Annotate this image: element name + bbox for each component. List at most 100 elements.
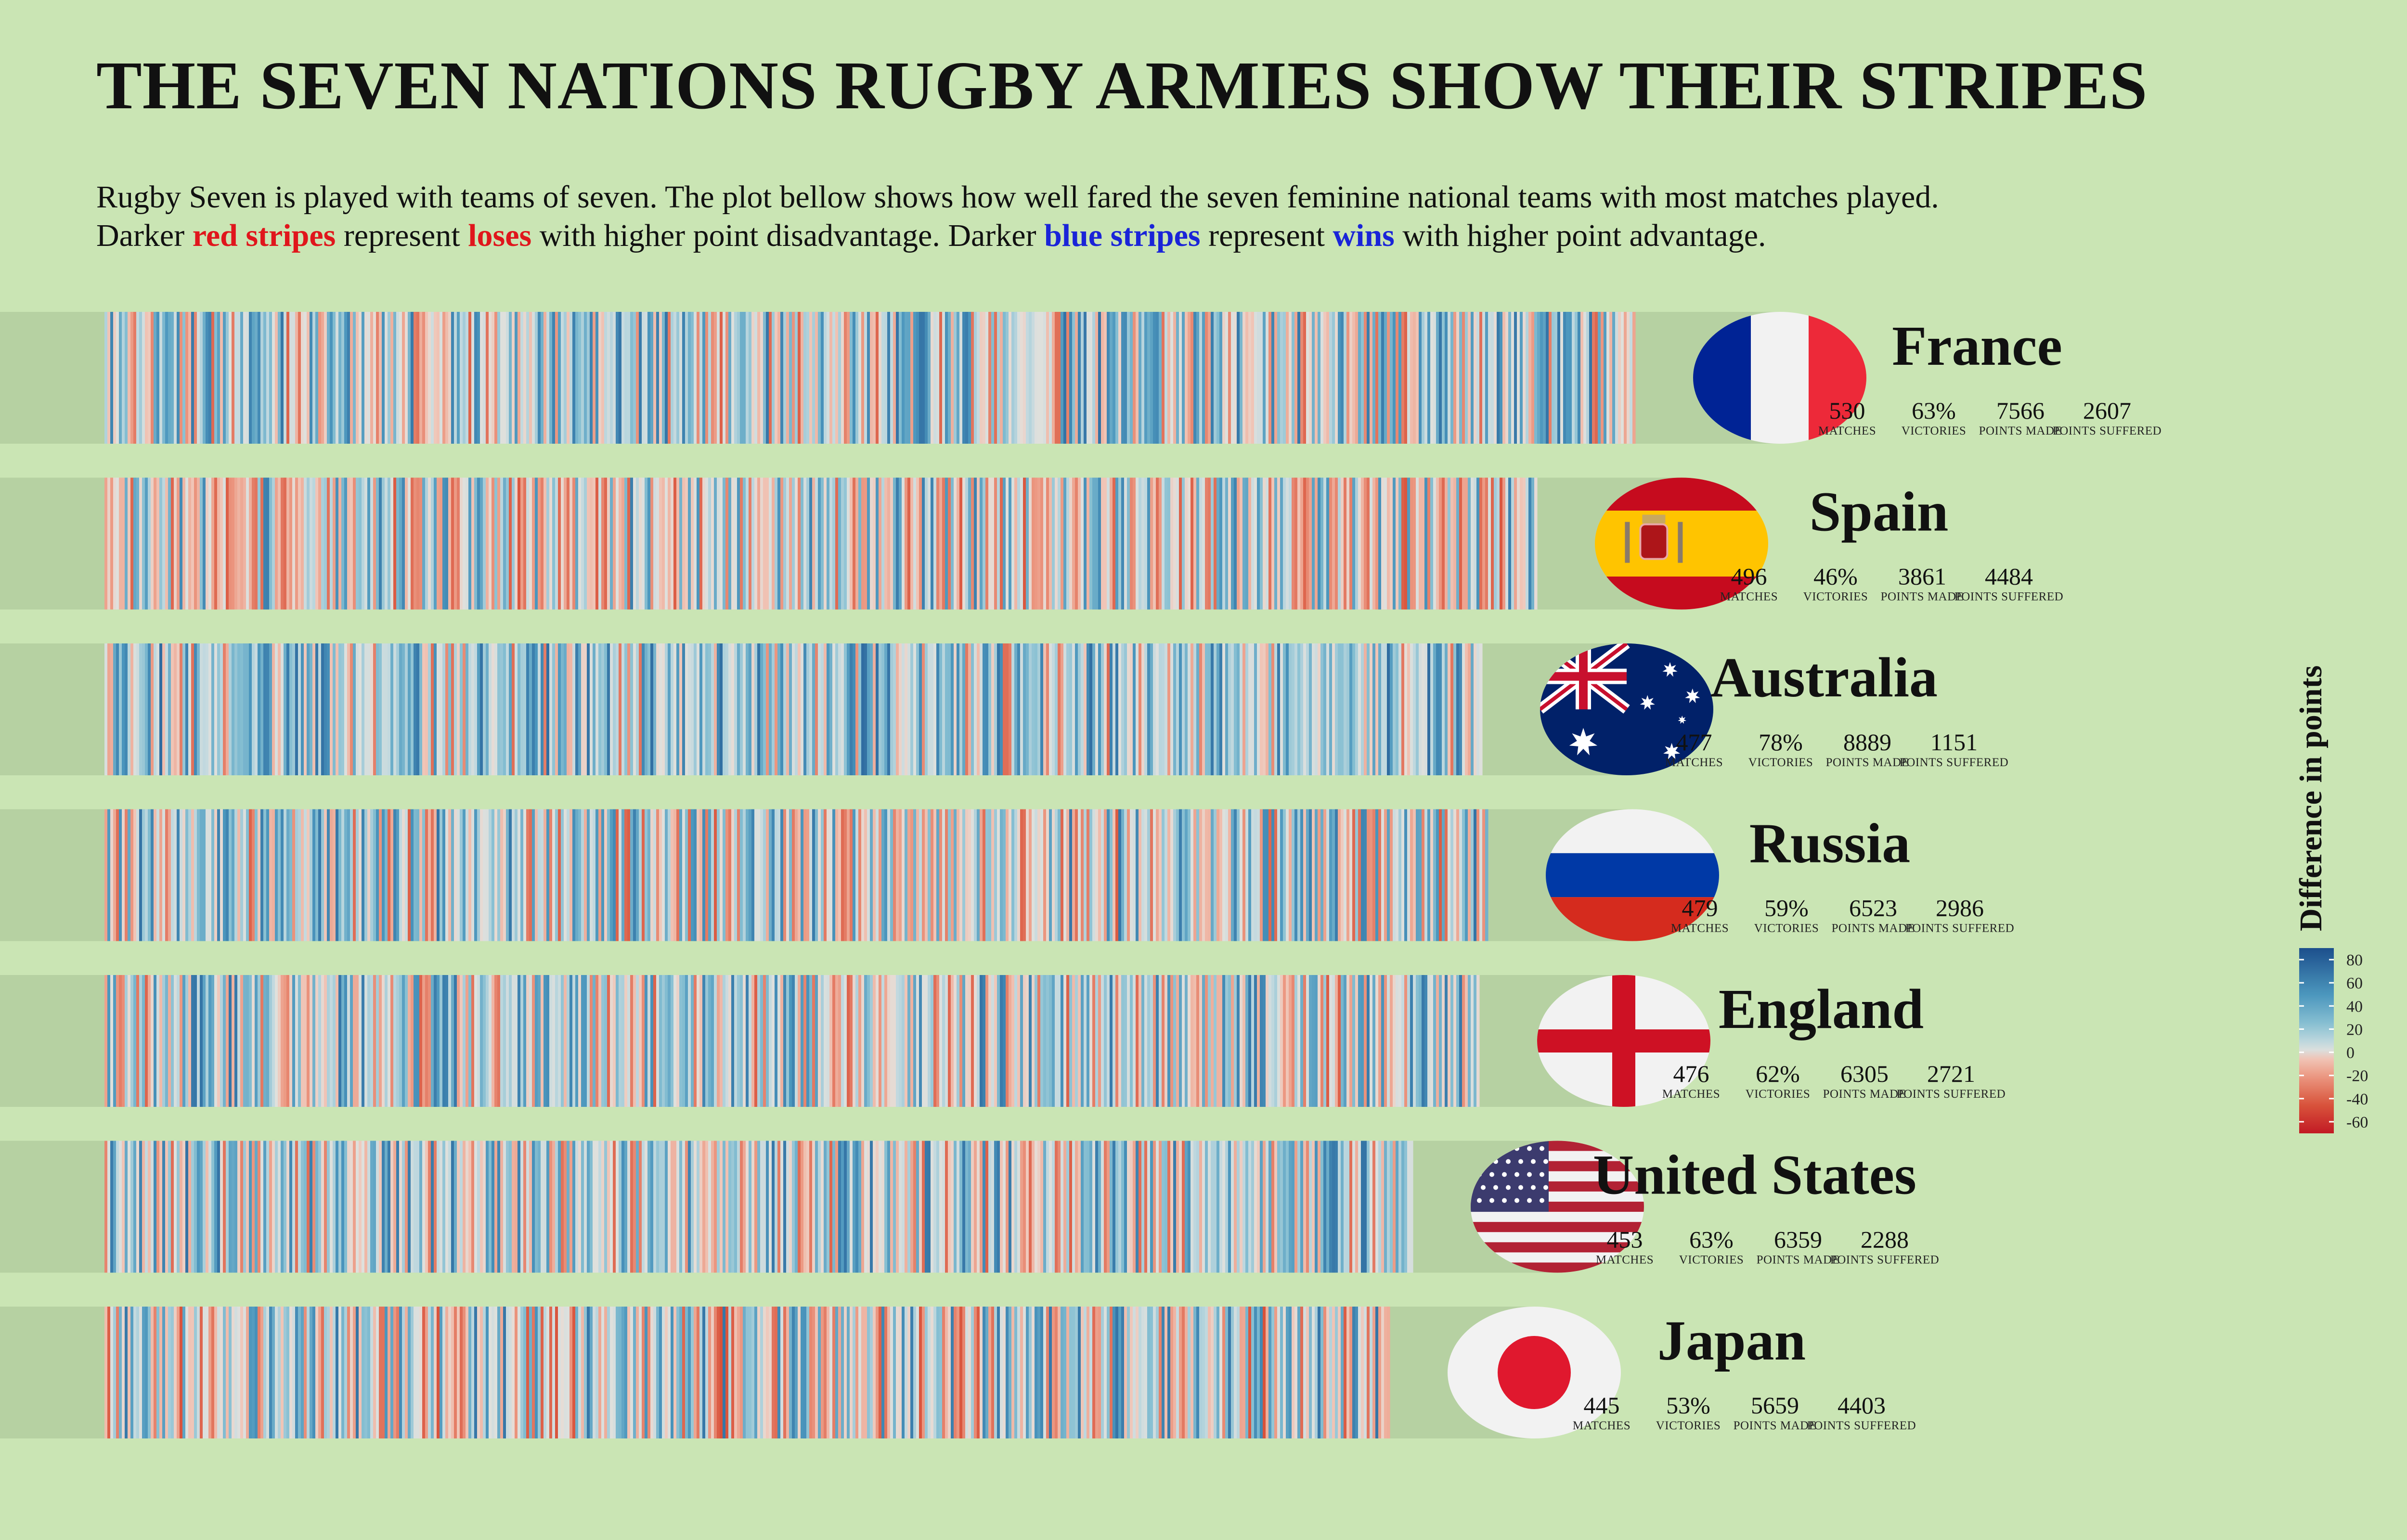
match-stripe	[569, 1141, 573, 1273]
match-stripe	[188, 643, 192, 775]
match-stripe	[506, 478, 509, 610]
match-stripe	[829, 312, 833, 444]
match-stripe	[587, 809, 590, 941]
match-stripe	[1274, 643, 1278, 775]
match-stripe	[148, 1307, 151, 1438]
match-stripe	[1372, 809, 1376, 941]
match-stripe	[1387, 809, 1390, 941]
match-stripe	[1346, 478, 1350, 610]
match-stripe	[122, 478, 125, 610]
match-stripe	[370, 809, 374, 941]
match-stripe	[757, 312, 761, 444]
match-stripe	[1098, 643, 1101, 775]
match-stripe	[642, 809, 645, 941]
match-stripe	[653, 975, 657, 1107]
match-stripe	[619, 478, 622, 610]
match-stripe	[922, 478, 925, 610]
match-stripe	[959, 312, 963, 444]
match-stripe	[234, 312, 238, 444]
match-stripe	[1084, 1141, 1087, 1273]
match-stripe	[951, 643, 954, 775]
match-stripe	[1445, 975, 1448, 1107]
match-stripe	[598, 643, 602, 775]
match-stripe	[841, 312, 844, 444]
match-stripe	[1286, 975, 1289, 1107]
match-stripe	[333, 1141, 336, 1273]
match-stripe	[1222, 478, 1226, 610]
match-stripe	[520, 643, 524, 775]
match-stripe	[659, 643, 662, 775]
match-stripe	[728, 809, 732, 941]
match-stripe	[1101, 478, 1104, 610]
match-stripe	[673, 1307, 677, 1438]
match-stripe	[896, 312, 899, 444]
match-stripe	[1424, 312, 1428, 444]
match-stripe	[725, 1307, 729, 1438]
match-stripe	[301, 1307, 304, 1438]
match-stripe	[249, 478, 252, 610]
match-stripe	[1323, 643, 1327, 775]
match-stripe	[890, 478, 893, 610]
match-stripe	[1127, 643, 1130, 775]
match-stripe	[1234, 975, 1237, 1107]
match-stripe	[425, 478, 428, 610]
match-stripe	[483, 643, 486, 775]
match-stripe	[252, 809, 255, 941]
match-stripe	[1580, 312, 1584, 444]
match-stripe	[260, 975, 264, 1107]
match-stripe	[1251, 478, 1255, 610]
match-stripe	[284, 809, 287, 941]
match-stripe	[162, 809, 166, 941]
match-stripe	[647, 478, 651, 610]
match-stripe	[529, 975, 532, 1107]
match-stripe	[942, 1307, 945, 1438]
match-stripe	[636, 809, 639, 941]
match-stripe	[916, 478, 919, 610]
match-stripe	[128, 975, 131, 1107]
match-stripe	[838, 975, 841, 1107]
match-stripe	[1485, 312, 1488, 444]
match-stripe	[896, 975, 899, 1107]
match-stripe	[607, 643, 610, 775]
match-stripe	[208, 809, 212, 941]
match-stripe	[159, 809, 163, 941]
match-stripe	[806, 1141, 810, 1273]
match-stripe	[555, 643, 558, 775]
match-stripe	[1381, 1141, 1385, 1273]
match-stripe	[598, 975, 602, 1107]
match-stripe	[647, 975, 651, 1107]
match-stripe	[610, 312, 613, 444]
match-stripe	[1456, 975, 1460, 1107]
match-stripe	[321, 478, 324, 610]
match-stripe	[1329, 975, 1333, 1107]
match-stripe	[466, 312, 469, 444]
match-stripe	[419, 975, 423, 1107]
match-stripe	[333, 1307, 336, 1438]
match-stripe	[1193, 975, 1197, 1107]
match-stripe	[1066, 312, 1070, 444]
match-stripe	[529, 1307, 532, 1438]
match-stripe	[333, 809, 336, 941]
match-stripe	[847, 1141, 850, 1273]
match-stripe	[1260, 1141, 1263, 1273]
match-stripe	[1196, 809, 1200, 941]
match-stripe	[1401, 975, 1405, 1107]
match-stripe	[945, 478, 948, 610]
match-stripe	[148, 478, 151, 610]
match-stripe	[870, 975, 873, 1107]
match-stripe	[1029, 975, 1032, 1107]
match-stripe	[1095, 312, 1099, 444]
match-stripe	[292, 809, 296, 941]
match-stripe	[647, 1307, 651, 1438]
match-stripe	[853, 1307, 856, 1438]
match-stripe	[760, 975, 764, 1107]
match-stripe	[1115, 975, 1119, 1107]
match-stripe	[905, 1307, 908, 1438]
match-stripe	[1081, 975, 1084, 1107]
match-stripe	[731, 975, 735, 1107]
match-stripe	[1271, 809, 1275, 941]
match-stripe	[587, 975, 590, 1107]
match-stripe	[792, 643, 795, 775]
match-stripe	[486, 1307, 489, 1438]
match-stripe	[876, 478, 879, 610]
